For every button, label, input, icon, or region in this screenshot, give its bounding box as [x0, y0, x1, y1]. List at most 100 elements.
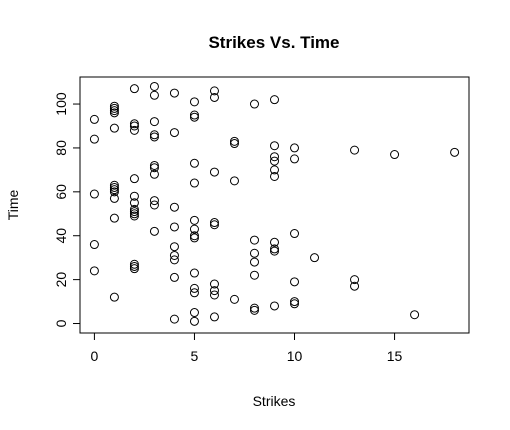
data-point: [270, 95, 279, 105]
x-axis-label: Strikes: [253, 393, 296, 409]
data-point: [169, 314, 179, 324]
data-point: [270, 246, 279, 256]
y-tick-label: 0: [53, 319, 69, 327]
data-point: [249, 99, 259, 109]
data-point: [209, 279, 219, 289]
data-point: [410, 310, 420, 320]
data-point: [169, 88, 179, 98]
data-point: [450, 147, 460, 157]
data-point: [209, 86, 219, 96]
data-point: [249, 257, 259, 267]
data-point: [149, 117, 159, 127]
data-point: [149, 81, 159, 91]
data-point: [209, 286, 219, 296]
data-point: [229, 136, 239, 146]
data-point: [109, 292, 119, 302]
data-point: [209, 312, 219, 322]
data-point: [189, 215, 199, 225]
x-axis: 0 5 10 15: [91, 332, 403, 364]
data-point: [129, 121, 139, 131]
data-point: [189, 288, 199, 298]
data-point: [189, 224, 199, 234]
data-point: [270, 244, 279, 254]
data-point: [109, 108, 119, 118]
data-point: [189, 231, 199, 241]
data-point: [109, 193, 119, 203]
chart-title: Strikes Vs. Time: [208, 33, 339, 52]
data-point: [290, 299, 300, 309]
x-tick-label: 15: [387, 348, 403, 364]
data-points: [89, 81, 460, 326]
data-point: [270, 152, 279, 162]
data-point: [290, 143, 300, 153]
data-point: [129, 259, 139, 269]
data-point: [129, 261, 139, 271]
data-point: [169, 255, 179, 265]
data-point: [149, 90, 159, 100]
data-point: [270, 237, 279, 247]
data-point: [350, 275, 360, 285]
y-tick-label: 100: [53, 92, 69, 116]
data-point: [290, 229, 300, 239]
data-point: [149, 169, 159, 179]
data-point: [169, 222, 179, 232]
data-point: [169, 128, 179, 138]
data-point: [270, 156, 279, 166]
data-point: [89, 134, 99, 144]
data-point: [209, 290, 219, 300]
data-point: [129, 211, 139, 221]
data-point: [149, 130, 159, 140]
data-point: [249, 303, 259, 313]
data-point: [149, 200, 159, 210]
data-point: [149, 160, 159, 170]
data-point: [270, 165, 279, 175]
x-tick-label: 0: [91, 348, 99, 364]
data-point: [149, 163, 159, 173]
data-point: [169, 272, 179, 282]
data-point: [109, 123, 119, 133]
data-point: [270, 301, 279, 311]
data-point: [109, 103, 119, 113]
y-axis-label: Time: [5, 189, 21, 220]
data-point: [149, 132, 159, 142]
data-point: [189, 178, 199, 188]
data-point: [149, 196, 159, 206]
data-point: [290, 154, 300, 164]
data-point: [129, 198, 139, 208]
data-point: [290, 297, 300, 307]
y-axis: 0 20 40 60 80 100: [53, 92, 81, 327]
data-point: [189, 158, 199, 168]
data-point: [390, 150, 400, 160]
x-tick-label: 10: [287, 348, 303, 364]
data-point: [189, 308, 199, 318]
y-tick-label: 80: [53, 140, 69, 156]
data-point: [109, 101, 119, 111]
data-point: [189, 316, 199, 326]
data-point: [229, 139, 239, 149]
data-point: [89, 189, 99, 199]
data-point: [209, 92, 219, 102]
data-point: [109, 182, 119, 192]
data-point: [109, 187, 119, 197]
data-point: [249, 235, 259, 245]
data-point: [129, 125, 139, 135]
data-point: [109, 213, 119, 223]
data-point: [129, 264, 139, 274]
data-point: [129, 119, 139, 129]
data-point: [249, 305, 259, 315]
data-point: [129, 207, 139, 217]
y-tick-label: 40: [53, 228, 69, 244]
data-point: [270, 171, 279, 181]
data-point: [209, 167, 219, 177]
data-point: [209, 220, 219, 230]
data-point: [249, 248, 259, 258]
data-point: [310, 253, 320, 263]
data-point: [109, 106, 119, 116]
y-tick-label: 60: [53, 184, 69, 200]
data-point: [189, 233, 199, 243]
data-point: [109, 185, 119, 195]
x-tick-label: 5: [191, 348, 199, 364]
data-point: [209, 218, 219, 228]
data-point: [149, 226, 159, 236]
